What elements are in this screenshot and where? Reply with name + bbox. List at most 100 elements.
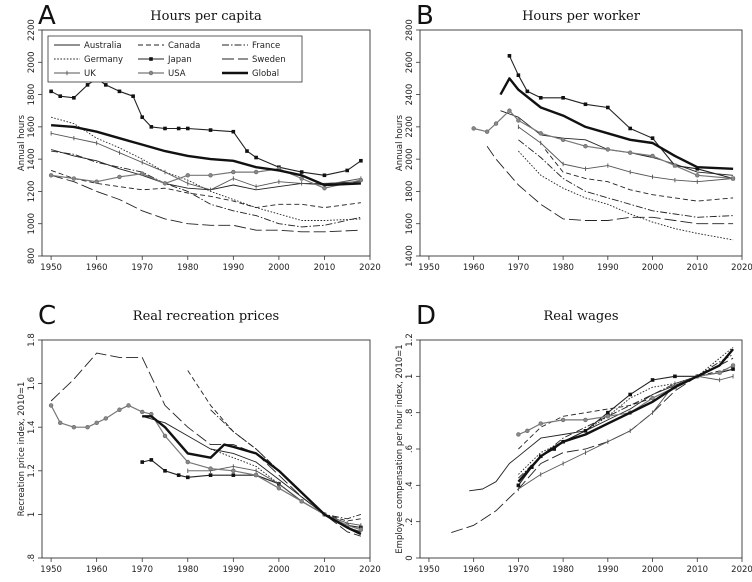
x-tick-label: 1990 [223, 263, 245, 273]
series-japan-point [131, 94, 135, 98]
series-japan-point [650, 378, 655, 382]
series-usa-point [358, 177, 364, 183]
series-australia [50, 149, 361, 191]
y-tick-label: 1600 [27, 116, 37, 138]
series-usa-point [507, 108, 512, 113]
x-tick-label: 2010 [314, 565, 336, 575]
panel-d: D Real wages 1950 1960 1970 1980 1990 2000 2010 2… [395, 301, 752, 575]
series-usa-point [103, 416, 108, 421]
series-usa-point [231, 169, 236, 175]
y-tick-label: 1000 [27, 213, 37, 235]
series-usa-point [695, 173, 700, 178]
series-japan-point [185, 126, 190, 131]
y-tick-label: .6 [405, 445, 415, 453]
series-usa-point [730, 176, 736, 181]
series-japan-point [695, 167, 700, 171]
series-global-line [51, 124, 361, 187]
series-usa-point [538, 421, 543, 426]
y-tick-label: .8 [27, 554, 37, 562]
series-usa-point [605, 414, 611, 419]
series-global [142, 415, 362, 536]
x-tick-label: 1970 [131, 565, 153, 575]
series-japan-point [245, 149, 249, 153]
series-japan-point [525, 89, 530, 94]
series-usa-point [358, 527, 364, 532]
series-japan-point [359, 158, 363, 163]
series-japan-point [507, 54, 512, 58]
series-japan-point [606, 410, 610, 415]
series-japan-point [254, 155, 258, 160]
series-canada-line [50, 169, 361, 209]
x-tick-label: 1950 [40, 565, 62, 575]
series-usa-point [627, 150, 633, 155]
x-tick-label: 1960 [463, 565, 485, 575]
series-usa-point [208, 466, 213, 471]
series-australia-line [500, 110, 734, 176]
panel-a: A Hours per capita 1950 1960 1970 1980 1990 200… [17, 1, 381, 273]
plot-frame [419, 339, 743, 559]
legend-item-uk: UK [54, 69, 96, 79]
series-usa-point [117, 407, 122, 412]
x-tick-label: 1950 [40, 263, 62, 273]
x-tick-label: 1990 [597, 565, 619, 575]
series-japan-point [322, 173, 327, 178]
series-canada-line [544, 149, 734, 202]
y-tick-label: 1200 [27, 181, 37, 203]
y-tick-label: 2200 [27, 19, 37, 41]
y-tick-label: 1800 [27, 84, 37, 106]
series-usa-point [560, 417, 566, 423]
series-usa-point [94, 420, 99, 426]
series-japan-point [516, 73, 521, 77]
series-usa-point [730, 363, 736, 368]
series-usa-point [276, 486, 282, 491]
x-tick-label: 2020 [359, 263, 381, 273]
legend-label: Japan [167, 55, 192, 65]
x-tick-label: 1980 [552, 263, 574, 273]
series-japan-point [208, 473, 213, 477]
y-tick-label: 2000 [405, 148, 415, 170]
y-tick-label: 1 [405, 374, 415, 379]
series-usa-point [650, 395, 655, 401]
panel-title: Hours per worker [522, 9, 641, 24]
series-usa-point [493, 121, 499, 126]
series-usa-point [538, 131, 543, 136]
panel-letter: C [38, 301, 56, 331]
legend-item-france: France [222, 41, 280, 51]
series-canada [50, 169, 361, 209]
series-usa-point [185, 173, 190, 178]
y-tick-label: 800 [27, 248, 37, 264]
y-tick-label: 1.4 [27, 420, 37, 434]
series-france-line [51, 150, 361, 228]
series-usa [471, 108, 736, 181]
series-japan-point [185, 475, 190, 480]
y-tick-label: 1.6 [27, 377, 37, 391]
y-tick-label: 2200 [405, 116, 415, 138]
y-tick-label: 2000 [27, 51, 37, 73]
series-france-line [518, 139, 734, 218]
x-tick-label: 1970 [508, 263, 530, 273]
series-japan-point [552, 447, 556, 451]
series-japan-point [606, 105, 610, 110]
series-japan-point [49, 89, 53, 94]
series-australia-line [50, 149, 361, 191]
series-japan-point [731, 367, 735, 371]
series-usa-point [231, 468, 236, 473]
series-usa-point [583, 144, 588, 149]
series-usa-point [672, 163, 678, 168]
series-japan-point [176, 126, 181, 131]
series-usa-point [85, 425, 90, 430]
series-usa-line [473, 110, 734, 180]
x-tick-label: 2020 [359, 565, 381, 575]
legend-item-japan: Japan [138, 55, 192, 65]
series-uk [187, 464, 362, 528]
series-japan-point [149, 458, 154, 462]
series-sweden-line [50, 174, 361, 233]
y-axis-label: Annual hours [395, 114, 405, 171]
x-tick-label: 2000 [642, 565, 664, 575]
series-usa-point [208, 173, 213, 178]
series-germany [518, 150, 734, 241]
x-tick-label: 1980 [177, 565, 199, 575]
series-sweden [50, 174, 361, 233]
series-germany [50, 116, 361, 221]
